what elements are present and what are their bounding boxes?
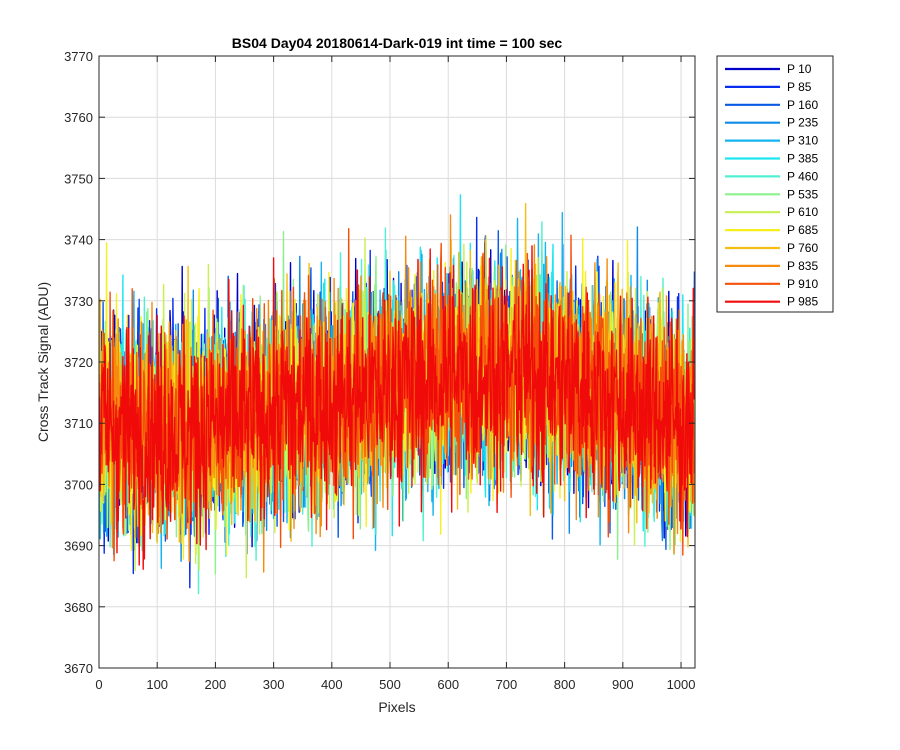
legend-label: P 160: [787, 98, 818, 112]
y-tick-label: 3670: [64, 661, 93, 676]
y-tick-label: 3700: [64, 477, 93, 492]
x-tick-label: 900: [612, 677, 634, 692]
legend-label: P 685: [787, 223, 818, 237]
legend-label: P 610: [787, 205, 818, 219]
legend-label: P 385: [787, 152, 818, 166]
y-tick-label: 3760: [64, 110, 93, 125]
legend-label: P 310: [787, 134, 818, 148]
chart-title: BS04 Day04 20180614-Dark-019 int time = …: [232, 35, 563, 51]
legend-label: P 535: [787, 187, 818, 201]
y-tick-label: 3750: [64, 171, 93, 186]
x-tick-label: 300: [263, 677, 285, 692]
x-tick-label: 800: [554, 677, 576, 692]
y-tick-label: 3770: [64, 49, 93, 64]
series-lines: [99, 194, 695, 595]
y-tick-label: 3740: [64, 233, 93, 248]
y-tick-label: 3680: [64, 600, 93, 615]
x-tick-label: 500: [379, 677, 401, 692]
x-tick-label: 0: [95, 677, 102, 692]
x-tick-label: 1000: [667, 677, 696, 692]
legend: P 10 P 85 P 160 P 235 P 310 P 385 P 460 P 535 P …: [716, 55, 834, 313]
legend-label: P 235: [787, 116, 818, 130]
legend-label: P 910: [787, 277, 818, 291]
axis-ticks: 0 100 200 300 400 500 600 700 800 900 1000 3670 3680…: [64, 49, 695, 692]
legend-label: P 835: [787, 259, 818, 273]
legend-label: P 10: [787, 62, 812, 76]
y-tick-label: 3710: [64, 416, 93, 431]
series-line-p985: [99, 245, 695, 570]
x-tick-label: 700: [496, 677, 518, 692]
x-tick-label: 200: [205, 677, 227, 692]
x-tick-label: 600: [437, 677, 459, 692]
y-tick-label: 3720: [64, 355, 93, 370]
legend-label: P 85: [787, 80, 812, 94]
x-tick-label: 100: [146, 677, 168, 692]
y-tick-label: 3730: [64, 294, 93, 309]
legend-box: [716, 55, 834, 313]
legend-label: P 985: [787, 295, 818, 309]
y-tick-label: 3690: [64, 539, 93, 554]
legend-label: P 460: [787, 169, 818, 183]
x-axis-label: Pixels: [378, 699, 415, 715]
legend-label: P 760: [787, 241, 818, 255]
y-axis-label: Cross Track Signal (ADU): [35, 282, 51, 442]
x-tick-label: 400: [321, 677, 343, 692]
